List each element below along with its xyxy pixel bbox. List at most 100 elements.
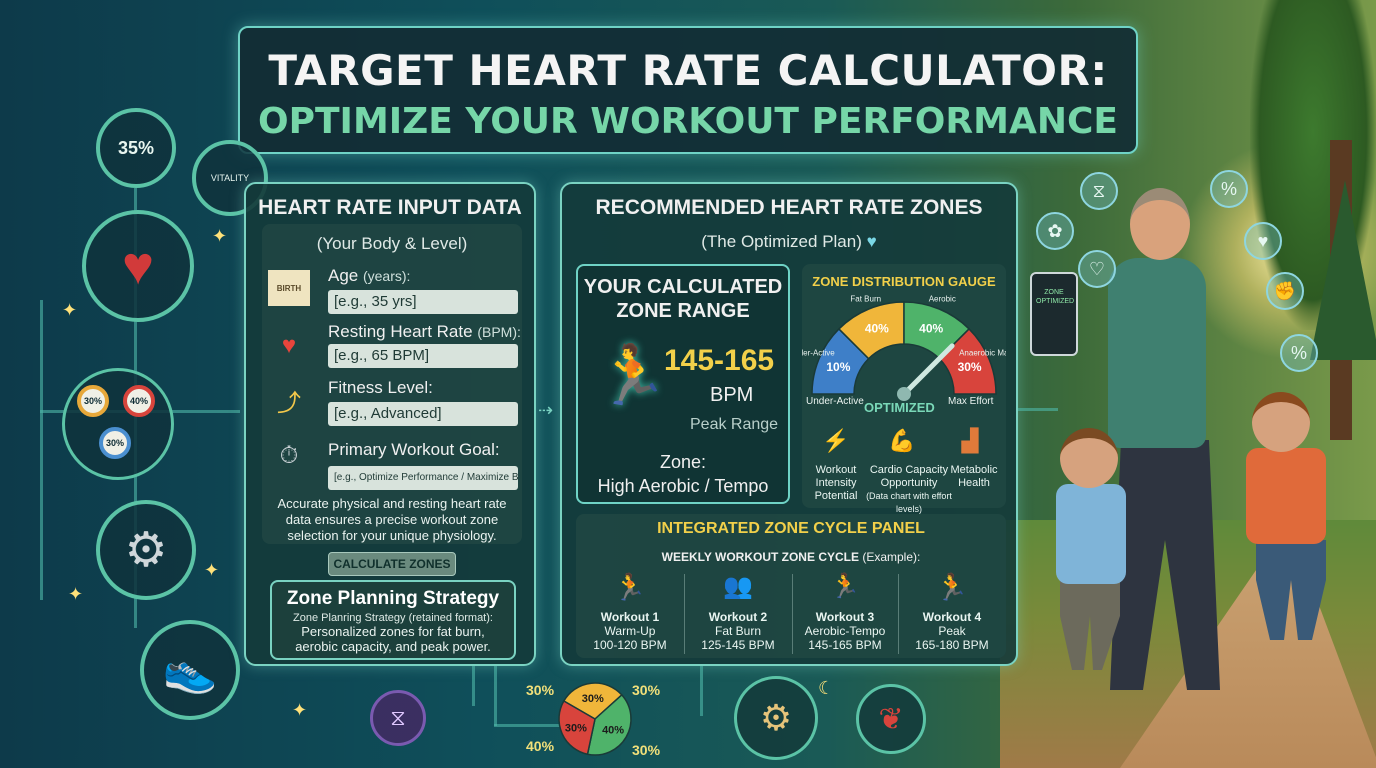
age-input[interactable]: [e.g., 35 yrs] bbox=[328, 290, 518, 314]
gauge-segment-label: Anaerobic Max Effort bbox=[959, 349, 1006, 358]
boy-right bbox=[1246, 448, 1326, 544]
cycle-title: INTEGRATED ZONE CYCLE PANEL bbox=[657, 520, 925, 537]
gauge-segment-value: 10% bbox=[826, 360, 850, 374]
dna-icon: ⧖ bbox=[370, 690, 426, 746]
gauge-segment-value: 30% bbox=[958, 360, 982, 374]
connector-line-8 bbox=[1018, 408, 1058, 411]
input-panel-header: HEART RATE INPUT DATA bbox=[258, 196, 522, 219]
sparkle-icon-3: ✦ bbox=[204, 560, 220, 580]
gauge-segment-label: Under-Active bbox=[802, 349, 835, 358]
zone-value: High Aerobic / Tempo bbox=[597, 476, 769, 496]
gauge-left-caption: Under-Active bbox=[806, 396, 864, 407]
metric-metabolic: Metabolic Health bbox=[950, 464, 998, 489]
zone-gauge-card: ZONE DISTRIBUTION GAUGE 10% Under-Active 4… bbox=[802, 264, 1006, 514]
dumbbell-stopwatch-icon: ⏱ bbox=[279, 442, 299, 469]
gauge-title: ZONE DISTRIBUTION GAUGE bbox=[812, 274, 996, 289]
bottom-pct-2: 30% bbox=[632, 682, 661, 698]
sparkle-icon: ✦ bbox=[62, 300, 78, 320]
brain-chip-icon: ✿ bbox=[1036, 212, 1074, 250]
cycle-divider bbox=[684, 574, 685, 654]
zone-label: Zone: bbox=[659, 452, 707, 472]
gauge-segment-value: 40% bbox=[865, 321, 889, 335]
gauge-needle bbox=[901, 343, 955, 397]
arrow-right-icon: ⇢ bbox=[538, 400, 554, 420]
resting-hr-label: Resting Heart Rate (BPM): bbox=[328, 322, 521, 341]
mini-pie-3: 30% bbox=[99, 427, 131, 459]
phone-screen-text: ZONE OPTIMIZED bbox=[1036, 289, 1075, 305]
zone-range-caption: Peak Range bbox=[690, 416, 779, 433]
fitness-level-input[interactable]: [e.g., Advanced] bbox=[328, 402, 518, 426]
shoe-icon: 👟 bbox=[140, 620, 240, 720]
sparkle-icon-2: ✦ bbox=[212, 226, 228, 246]
calculate-zones-button[interactable]: CALCULATE ZONES bbox=[328, 552, 456, 576]
zones-panel-subheader: (The Optimized Plan) ♥ bbox=[701, 232, 877, 251]
workout-goal-label: Primary Workout Goal: bbox=[328, 440, 500, 459]
muscle-icon: 💪 bbox=[888, 428, 916, 453]
bar-chart-icon: ▟ bbox=[961, 428, 979, 453]
mini-pie-cluster: 30% 40% 30% bbox=[62, 368, 174, 480]
heart-pulse-icon: ♥ bbox=[281, 332, 297, 359]
pie-slice-label: 40% bbox=[602, 724, 624, 736]
pie-slice bbox=[558, 699, 596, 756]
gauge-right-caption: Max Effort bbox=[948, 396, 994, 407]
gauge-segment-label: Fat Burn bbox=[850, 295, 881, 304]
vitality-ring: VITALITY bbox=[192, 140, 268, 216]
input-note: Accurate physical and resting heart rate… bbox=[277, 496, 507, 543]
page-subtitle: OPTIMIZE YOUR WORKOUT PERFORMANCE bbox=[258, 101, 1118, 142]
workout-2: Workout 2 Fat Burn 125-145 BPM bbox=[701, 610, 775, 652]
age-label: Age (years): bbox=[328, 266, 411, 285]
connector-line-2 bbox=[40, 300, 43, 600]
title-banner: TARGET HEART RATE CALCULATOR: OPTIMIZE Y… bbox=[238, 26, 1138, 154]
gauge-segment-label: Aerobic bbox=[929, 295, 956, 304]
connector-line-4 bbox=[472, 666, 475, 706]
input-fields-card: (Your Body & Level) BIRTH Age (years): [… bbox=[262, 224, 522, 544]
mini-pie-1: 30% bbox=[77, 385, 109, 417]
bottom-pct-3: 40% bbox=[526, 738, 555, 754]
sparkle-icon-5: ✦ bbox=[292, 700, 308, 720]
runner-heart-icon: 🏃 bbox=[596, 343, 669, 408]
page-title: TARGET HEART RATE CALCULATOR: bbox=[268, 46, 1108, 95]
connector-line-7 bbox=[700, 666, 703, 716]
strategy-title: Zone Planning Strategy bbox=[286, 588, 500, 609]
workout-3: Workout 3 Aerobic-Tempo 145-165 BPM bbox=[804, 610, 886, 652]
heart-organ-icon: ♥ bbox=[82, 210, 194, 322]
zone-range-unit: BPM bbox=[710, 384, 754, 406]
workout-1: Workout 1 Warm-Up 100-120 BPM bbox=[593, 610, 667, 652]
smartphone: ZONE OPTIMIZED bbox=[1030, 272, 1078, 356]
zone-cycle-card: INTEGRATED ZONE CYCLE PANEL WEEKLY WORKO… bbox=[576, 514, 1006, 658]
cycle-subtitle: WEEKLY WORKOUT ZONE CYCLE (Example): bbox=[661, 550, 921, 564]
group-runners-icon: 🏃 bbox=[830, 573, 860, 600]
heart-chip-icon: ♥ bbox=[1244, 222, 1282, 260]
zone-gauge: 10% Under-Active 40% Fat Burn 40% Aerobic 30% A… bbox=[802, 295, 1006, 401]
gauge-center-caption: OPTIMIZED bbox=[864, 400, 935, 415]
calculated-title-1: YOUR CALCULATED bbox=[583, 276, 783, 298]
lightning-icon: ⚡ bbox=[822, 428, 850, 453]
gears-icon: ⚙ bbox=[734, 676, 818, 760]
zones-panel-header: RECOMMENDED HEART RATE ZONES bbox=[595, 196, 983, 219]
pulse-chip-icon: ♡ bbox=[1078, 250, 1116, 288]
percent-chip-icon-2: % bbox=[1280, 334, 1318, 372]
bottom-pie-chart: 30% 40% 30% bbox=[558, 682, 632, 756]
strategy-line-1: Zone Planring Strategy (retained format)… bbox=[293, 612, 493, 624]
zone-range-value: 145-165 bbox=[664, 344, 775, 377]
pie-slice bbox=[586, 693, 632, 756]
moon-icon: ☾ bbox=[818, 678, 835, 698]
cycle-divider-2 bbox=[792, 574, 793, 654]
gauge-hub bbox=[897, 387, 911, 401]
boy-left bbox=[1056, 484, 1126, 584]
dna-chip-icon: ⧖ bbox=[1080, 172, 1118, 210]
group-icon: 👥 bbox=[723, 573, 753, 600]
sparkle-icon-4: ✦ bbox=[68, 584, 84, 604]
runner-icon: 🏃 bbox=[613, 572, 647, 602]
gauge-segment-value: 40% bbox=[919, 321, 943, 335]
input-panel: HEART RATE INPUT DATA (Your Body & Level… bbox=[244, 182, 536, 666]
workout-goal-input[interactable]: [e.g., Optimize Performance / Maximize B… bbox=[328, 466, 518, 490]
percent-chip-icon: % bbox=[1210, 170, 1248, 208]
woman-head bbox=[1130, 188, 1190, 260]
workout-4: Workout 4 Peak 165-180 BPM bbox=[915, 610, 989, 652]
muscle-fiber-icon: ❦ bbox=[856, 684, 926, 754]
stairs-climber-icon: ⤴ bbox=[277, 389, 301, 417]
resting-hr-input[interactable]: [e.g., 65 BPM] bbox=[328, 344, 518, 368]
calculated-zone-card: YOUR CALCULATED ZONE RANGE 🏃 145-165 BPM… bbox=[576, 264, 790, 504]
gear-heart-icon: ⚙ bbox=[96, 500, 196, 600]
